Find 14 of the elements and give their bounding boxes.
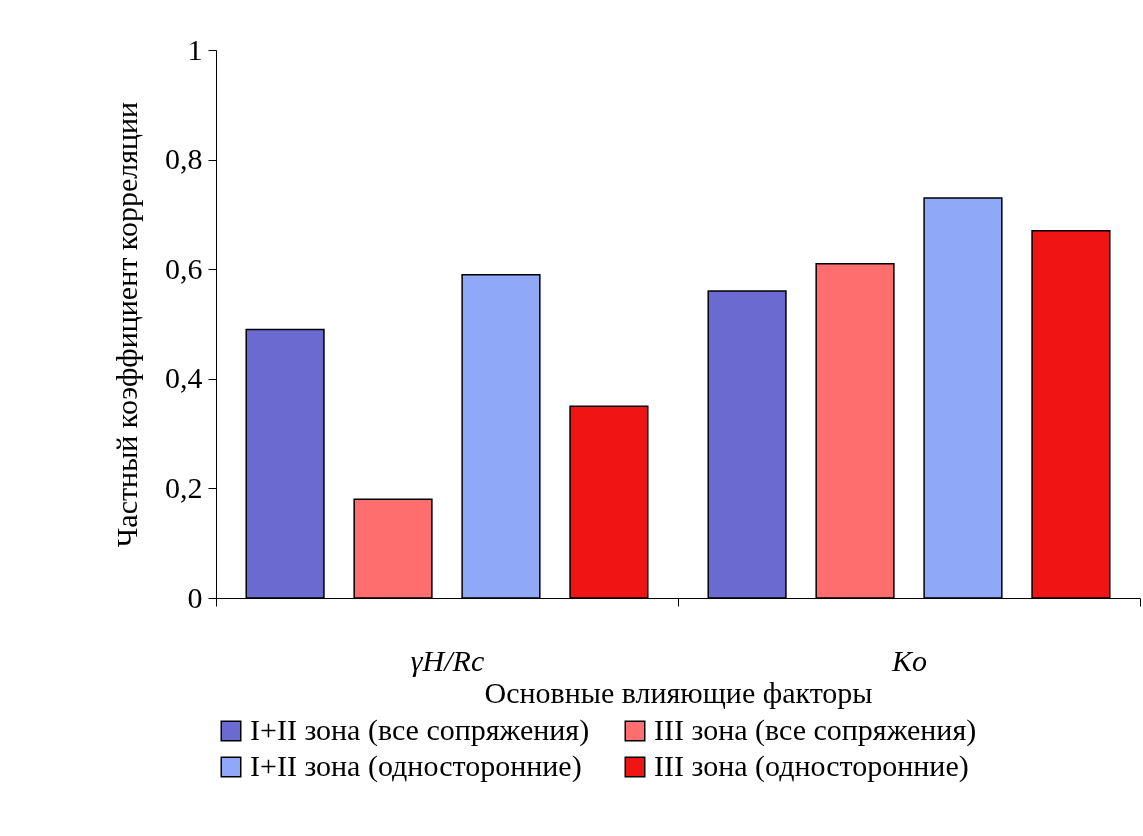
legend-label: I+II зона (односторонние) [250, 749, 582, 783]
y-axis-title: Частный коэффициент корреляции [110, 101, 143, 548]
legend-label: III зона (все сопряжения) [654, 713, 977, 747]
y-tick-label: 1 [187, 32, 203, 66]
x-tick-label: Ko [890, 643, 928, 677]
legend-label: III зона (односторонние) [654, 749, 969, 783]
y-tick-label: 0,6 [165, 251, 203, 285]
y-tick-label: 0,8 [165, 142, 203, 176]
y-tick-label: 0 [187, 580, 203, 614]
legend-label: I+II зона (все сопряжения) [250, 713, 590, 747]
x-tick-label: γH/Rc [410, 643, 485, 677]
x-axis-title: Основные влияющие факторы [484, 675, 873, 709]
y-tick-label: 0,4 [165, 361, 203, 395]
y-tick-label: 0,2 [165, 470, 203, 504]
